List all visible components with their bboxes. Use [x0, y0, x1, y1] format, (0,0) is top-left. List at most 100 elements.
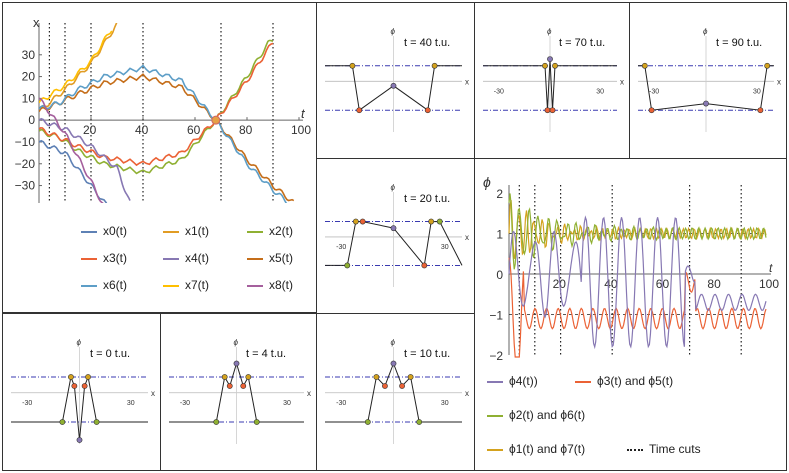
kink-position-point — [85, 374, 91, 380]
kink-position-point — [542, 62, 548, 69]
series-x4 — [39, 117, 131, 201]
kink-position-point — [552, 62, 558, 69]
y-tick-label: 2 — [496, 187, 503, 201]
legend-label: x0(t) — [103, 224, 127, 238]
legend-item-x0: x0(t) — [81, 224, 127, 238]
legend-label: ϕ1(t) and ϕ7(t) — [509, 442, 586, 456]
y-tick-label: 0 — [496, 268, 503, 282]
legend-swatch — [81, 284, 97, 287]
kink-position-point — [547, 56, 553, 63]
kink-position-point — [757, 107, 764, 114]
y-tick-label: −20 — [15, 157, 36, 171]
snapshot-t0-panel: ϕ x -30 30 t = 0 t.u. — [2, 313, 161, 471]
legend-label: x8(t) — [269, 278, 293, 292]
x-tick-label: 30 — [596, 88, 604, 95]
kink-position-point — [436, 218, 443, 225]
kink-position-point — [416, 419, 423, 425]
y-axis-label: ϕ — [483, 174, 491, 190]
kink-position-point — [233, 360, 240, 367]
kink-position-point — [226, 383, 233, 389]
y-axis-label: ϕ — [703, 27, 708, 36]
legend-label: ϕ2(t) and ϕ6(t) — [509, 408, 586, 422]
x-tick-label: -30 — [649, 88, 659, 95]
phi-legend-item: Time cuts — [627, 442, 701, 456]
series-phi4 — [508, 215, 767, 350]
y-tick-label: −30 — [15, 179, 36, 193]
x-tick-label: 100 — [291, 123, 311, 137]
y-axis-label: ϕ — [391, 183, 396, 192]
x-axis-label: x — [465, 77, 469, 86]
x-tick-label: 30 — [753, 88, 761, 95]
series-x2 — [39, 39, 274, 175]
trajectory-panel: x t 20 40 60 80 100 30 20 10 0 −10 −20 −30 x0(t) x1(t)… — [2, 2, 317, 313]
legend-swatch — [575, 380, 591, 383]
kink-position-point — [356, 107, 363, 114]
x-axis-label: t — [769, 261, 773, 275]
x-tick-label: 80 — [707, 277, 721, 291]
series-x8 — [39, 97, 104, 203]
x-tick-label: 30 — [441, 400, 449, 407]
legend-label: ϕ3(t) and ϕ5(t) — [597, 374, 674, 388]
snapshot-title: t = 90 t.u. — [716, 37, 762, 49]
y-axis-label: ϕ — [547, 27, 552, 36]
x-axis-label: x — [151, 389, 155, 398]
x-tick-label: 30 — [127, 400, 135, 407]
legend-item-x4: x4(t) — [163, 251, 209, 265]
kink-position-point — [703, 100, 709, 107]
series-x5 — [39, 73, 295, 202]
snapshot-t70-plot: ϕ x -30 30 t = 70 t.u. — [483, 27, 624, 132]
series-x1 — [39, 23, 118, 112]
x-tick-label: -30 — [494, 88, 504, 95]
phi-legend-item: ϕ1(t) and ϕ7(t) — [487, 442, 585, 456]
legend-item-x6: x6(t) — [81, 278, 127, 292]
x-tick-label: 100 — [759, 277, 779, 291]
phi-legend: ϕ4(t)) ϕ3(t) and ϕ5(t) ϕ2(t) and ϕ6(t) ϕ1(t… — [475, 364, 786, 469]
legend-swatch — [627, 448, 643, 451]
snapshot-t20-plot: ϕ x -30 30 t = 20 t.u. — [325, 183, 469, 287]
series-x6 — [39, 64, 288, 203]
legend-swatch — [487, 380, 503, 383]
y-axis-label: ϕ — [391, 27, 396, 36]
kink-position-point — [431, 62, 438, 69]
kink-position-point — [764, 62, 771, 69]
legend-label: x7(t) — [185, 278, 209, 292]
y-axis-label: ϕ — [391, 338, 396, 347]
kink-position-point — [399, 383, 405, 389]
legend-item-x3: x3(t) — [81, 251, 127, 265]
kink-position-point — [349, 62, 356, 69]
snapshot-title: t = 70 t.u. — [559, 37, 605, 49]
x-tick-label: 40 — [135, 123, 149, 137]
legend-label: ϕ4(t)) — [509, 374, 538, 388]
y-tick-label: 30 — [22, 48, 36, 62]
snapshot-t0-plot: ϕ x -30 30 t = 0 t.u. — [11, 338, 155, 444]
y-tick-label: −10 — [15, 135, 36, 149]
phi-time-panel: ϕ t 2 1 0 −1 −2 20 40 60 80 100 ϕ4(t)) ϕ3(t) and ϕ5(… — [474, 158, 787, 471]
x-tick-label: 20 — [83, 123, 97, 137]
snapshot-title: t = 0 t.u. — [90, 348, 130, 360]
snapshot-t90-plot: ϕ x -30 30 t = 90 t.u. — [638, 27, 781, 132]
y-axis-label: ϕ — [234, 338, 239, 347]
kink-position-point — [544, 107, 551, 114]
legend-item-x7: x7(t) — [163, 278, 209, 292]
x-tick-label: -30 — [336, 244, 346, 251]
y-tick-label: 0 — [28, 113, 35, 127]
kink-position-point — [390, 360, 397, 367]
legend-label: x3(t) — [103, 251, 127, 265]
legend-item-x1: x1(t) — [163, 224, 209, 238]
y-tick-label: −2 — [489, 349, 503, 363]
y-tick-label: 1 — [496, 228, 503, 242]
snapshot-t40-panel: ϕ x t = 40 t.u. — [316, 2, 475, 159]
legend-swatch — [487, 448, 503, 451]
x-tick-label: 40 — [604, 277, 618, 291]
phi-legend-item: ϕ2(t) and ϕ6(t) — [487, 408, 585, 422]
kink-position-point — [245, 374, 252, 380]
legend-swatch — [81, 230, 97, 233]
trajectory-series-group — [39, 23, 295, 203]
kink-position-point — [93, 419, 100, 425]
snapshot-t20-panel: ϕ x -30 30 t = 20 t.u. — [316, 158, 475, 314]
x-axis-label: x — [777, 77, 781, 86]
snapshot-t4-panel: ϕ x -30 30 t = 4 t.u. — [160, 313, 317, 471]
kink-position-point — [76, 437, 83, 443]
y-tick-label: −1 — [489, 309, 503, 323]
